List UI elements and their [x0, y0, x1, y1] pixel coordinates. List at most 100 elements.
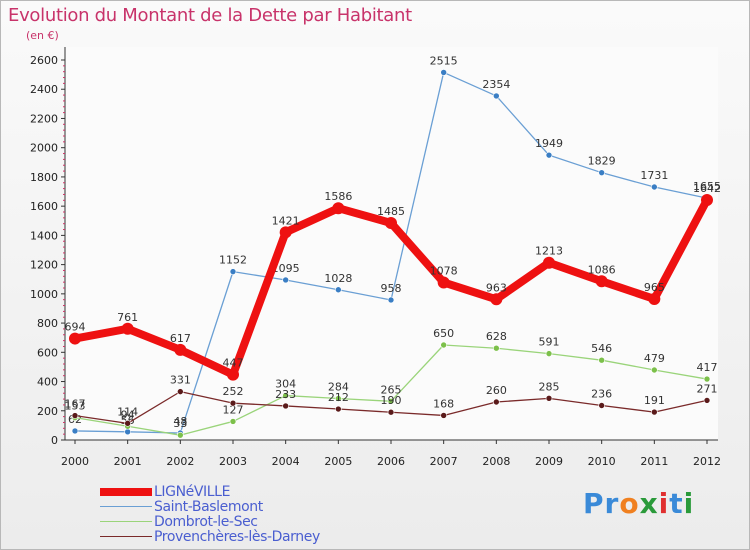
data-point-dombrot-le-sec — [651, 366, 658, 374]
legend-swatch-provencheres — [100, 536, 152, 537]
data-point-dombrot-le-sec — [229, 418, 237, 425]
data-label-dombrot-le-sec: 591 — [539, 336, 560, 349]
data-point-provench-res-l-s-darney — [282, 402, 289, 410]
data-label-lign-ville: 694 — [65, 321, 86, 334]
logo-letter: P — [583, 487, 605, 520]
data-point-lign-ville — [332, 202, 345, 215]
data-point-lign-ville — [490, 293, 503, 306]
data-label-lign-ville: 1078 — [430, 264, 458, 277]
x-tick-label: 2003 — [219, 455, 247, 468]
logo-letter: i — [658, 487, 670, 520]
data-point-provench-res-l-s-darney — [545, 395, 553, 402]
legend-label-provencheres: Provenchères-lès-Darney — [154, 529, 320, 545]
data-point-saint-baslemont — [282, 276, 289, 284]
x-tick-label: 2002 — [166, 455, 194, 468]
logo-letter: t — [669, 487, 684, 520]
data-label-provench-res-l-s-darney: 252 — [223, 385, 244, 398]
data-label-saint-baslemont: 2354 — [482, 78, 510, 91]
x-tick-label: 2007 — [430, 455, 458, 468]
data-point-saint-baslemont — [545, 151, 553, 159]
x-tick-label: 2000 — [61, 455, 89, 468]
data-point-dombrot-le-sec — [703, 375, 711, 383]
data-label-lign-ville: 1213 — [535, 245, 563, 258]
data-label-provench-res-l-s-darney: 236 — [591, 388, 612, 401]
data-label-lign-ville: 1642 — [693, 182, 721, 195]
data-label-provench-res-l-s-darney: 233 — [275, 388, 296, 401]
y-tick-label: 2600 — [30, 54, 58, 67]
data-point-provench-res-l-s-darney — [71, 412, 79, 419]
plot-area — [65, 47, 718, 440]
data-point-lign-ville — [437, 276, 450, 289]
data-label-dombrot-le-sec: 479 — [644, 352, 665, 365]
data-label-provench-res-l-s-darney: 285 — [539, 380, 560, 393]
data-point-provench-res-l-s-darney — [598, 402, 605, 409]
data-label-lign-ville: 447 — [223, 357, 244, 370]
y-tick-label: 1000 — [30, 288, 58, 301]
data-label-provench-res-l-s-darney: 190 — [381, 394, 402, 407]
y-tick-label: 0 — [51, 434, 58, 447]
data-point-dombrot-le-sec — [387, 397, 395, 405]
data-label-lign-ville: 761 — [117, 311, 138, 324]
data-point-provench-res-l-s-darney — [703, 397, 711, 404]
y-tick-label: 200 — [37, 405, 58, 418]
data-label-lign-ville: 1485 — [377, 205, 405, 218]
data-point-provench-res-l-s-darney — [440, 412, 447, 419]
data-label-provench-res-l-s-darney: 191 — [644, 394, 665, 407]
y-tick-label: 1800 — [30, 171, 58, 184]
data-label-dombrot-le-sec: 33 — [173, 417, 187, 430]
data-label-saint-baslemont: 1829 — [588, 155, 616, 168]
data-point-lign-ville — [648, 292, 661, 305]
data-label-provench-res-l-s-darney: 167 — [65, 398, 86, 411]
data-point-provench-res-l-s-darney — [335, 405, 342, 413]
data-label-dombrot-le-sec: 284 — [328, 380, 349, 393]
logo-letter: o — [619, 487, 640, 520]
data-label-lign-ville: 965 — [644, 281, 665, 294]
data-point-dombrot-le-sec — [493, 344, 500, 352]
data-label-lign-ville: 1586 — [324, 190, 352, 203]
data-point-dombrot-le-sec — [282, 392, 289, 399]
data-point-dombrot-le-sec — [177, 431, 184, 439]
data-point-saint-baslemont — [335, 286, 342, 294]
data-label-provench-res-l-s-darney: 212 — [328, 391, 349, 404]
y-tick-label: 2200 — [30, 112, 58, 125]
data-label-dombrot-le-sec: 304 — [275, 378, 296, 391]
data-label-dombrot-le-sec: 628 — [486, 330, 507, 343]
data-point-lign-ville — [227, 368, 239, 381]
logo-letter: r — [604, 487, 620, 520]
legend-label-dombrot-le-sec: Dombrot-le-Sec — [154, 514, 258, 530]
data-label-saint-baslemont: 958 — [381, 282, 402, 295]
data-label-saint-baslemont: 1095 — [272, 262, 300, 275]
data-label-dombrot-le-sec: 94 — [121, 408, 135, 421]
x-tick-label: 2005 — [324, 455, 352, 468]
data-point-saint-baslemont — [598, 169, 605, 176]
data-label-saint-baslemont: 2515 — [430, 54, 458, 67]
data-point-saint-baslemont — [651, 183, 658, 191]
data-point-saint-baslemont — [124, 428, 131, 436]
data-label-saint-baslemont: 48 — [173, 415, 187, 428]
data-point-provench-res-l-s-darney — [651, 408, 658, 416]
y-tick-label: 400 — [37, 376, 58, 389]
data-point-provench-res-l-s-darney — [493, 398, 500, 406]
proxiti-logo: Proxiti — [583, 487, 694, 520]
data-point-dombrot-le-sec — [335, 395, 342, 402]
x-tick-label: 2011 — [640, 455, 668, 468]
legend-swatch-dombrot-le-sec — [100, 521, 152, 522]
chart-unit: (en €) — [26, 29, 59, 42]
data-point-saint-baslemont — [229, 268, 237, 275]
data-label-provench-res-l-s-darney: 168 — [433, 397, 454, 410]
data-label-saint-baslemont: 1028 — [324, 272, 352, 285]
data-label-lign-ville: 1421 — [272, 214, 300, 227]
y-tick-label: 1200 — [30, 259, 58, 272]
x-tick-label: 2009 — [535, 455, 563, 468]
data-label-dombrot-le-sec: 546 — [591, 342, 612, 355]
data-point-lign-ville — [174, 343, 187, 356]
y-tick-label: 1400 — [30, 229, 58, 242]
data-point-dombrot-le-sec — [440, 341, 447, 349]
logo-letter: i — [683, 487, 695, 520]
data-label-provench-res-l-s-darney: 271 — [697, 382, 718, 395]
data-point-lign-ville — [543, 256, 555, 269]
data-label-saint-baslemont: 1655 — [693, 180, 721, 193]
data-point-saint-baslemont — [493, 92, 500, 100]
data-label-lign-ville: 1086 — [588, 263, 616, 276]
